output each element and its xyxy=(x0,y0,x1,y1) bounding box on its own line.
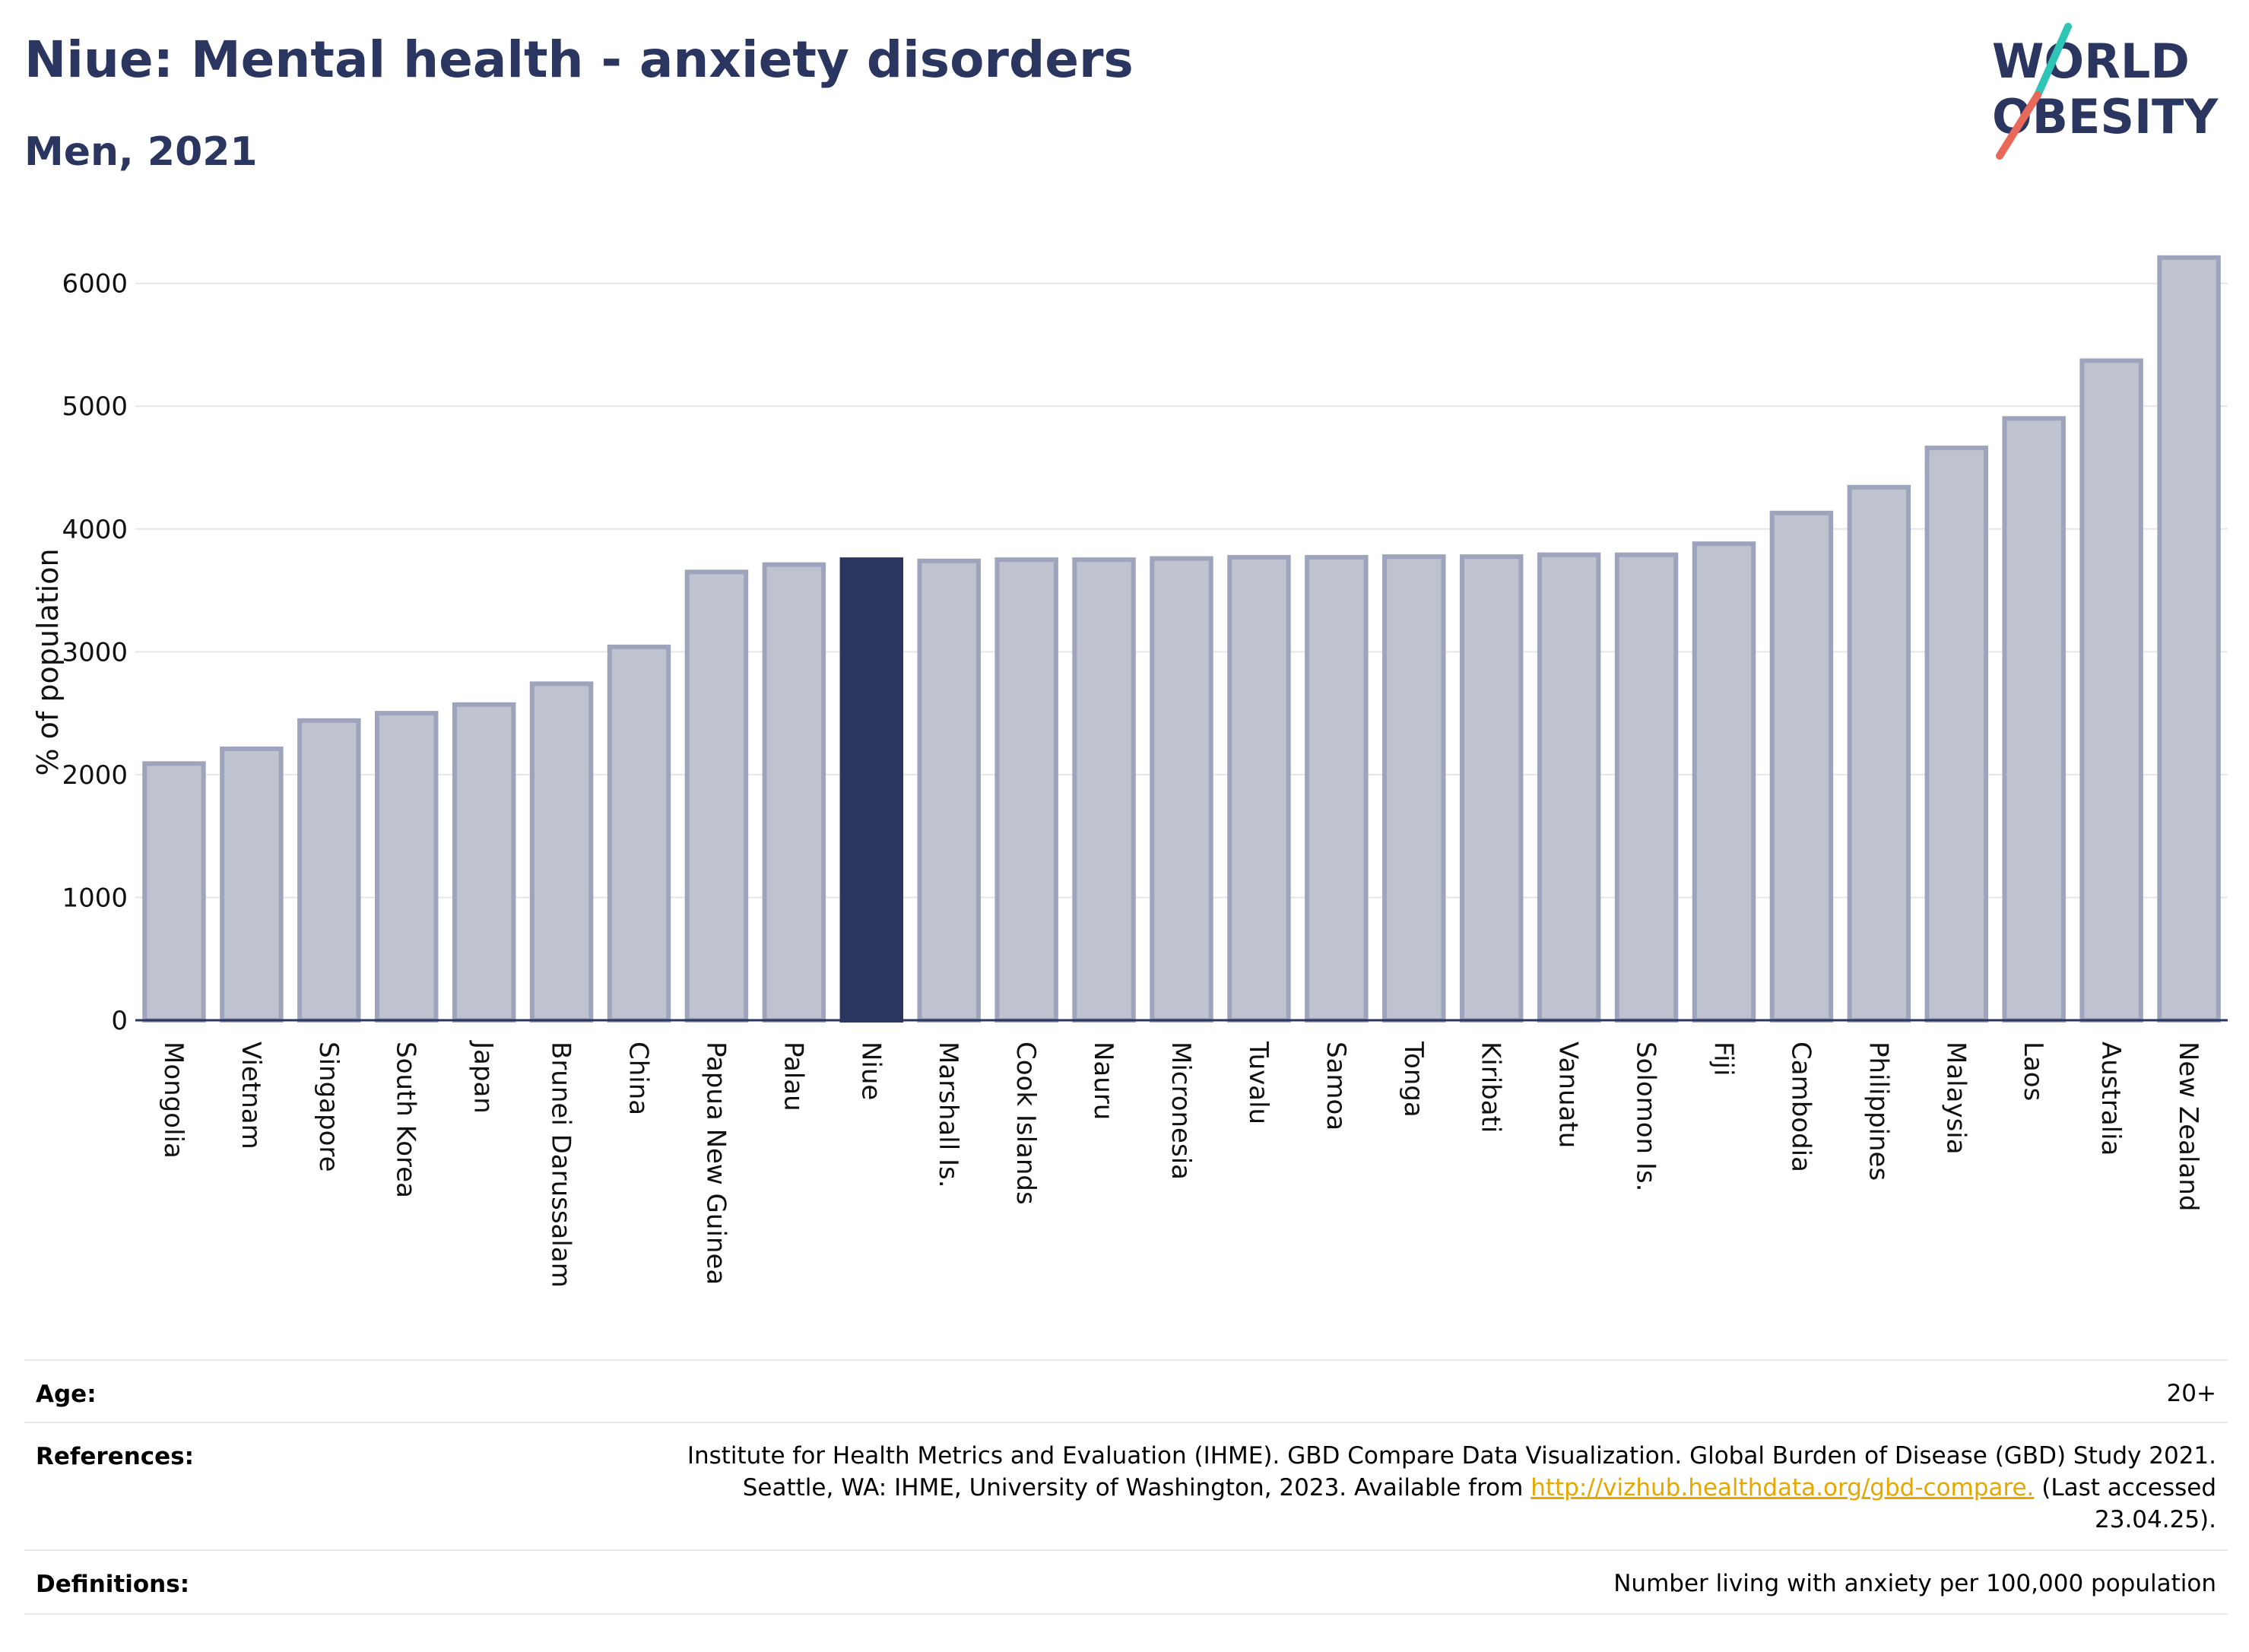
bar-tonga xyxy=(1382,554,1446,1023)
bar-papua-new-guinea xyxy=(684,569,749,1023)
bar-marshall-is- xyxy=(917,558,981,1023)
bar-niue xyxy=(839,557,904,1023)
x-tick-label: Nauru xyxy=(1088,1042,1118,1120)
y-tick-label: 3000 xyxy=(62,637,128,667)
bar-cook-islands xyxy=(994,557,1058,1023)
info-row-age: Age: 20+ xyxy=(24,1359,2228,1423)
x-tick-label: Philippines xyxy=(1863,1042,1893,1181)
bar-philippines xyxy=(1847,484,1911,1023)
x-tick-label: Malaysia xyxy=(1940,1042,1971,1155)
info-row-references: References: Institute for Health Metrics… xyxy=(24,1422,2228,1551)
x-tick-label: Mongolia xyxy=(158,1042,189,1159)
x-tick-label: Papua New Guinea xyxy=(700,1042,731,1285)
x-tick-label: Vietnam xyxy=(236,1042,266,1149)
bar-nauru xyxy=(1072,557,1136,1023)
x-tick-label: Samoa xyxy=(1321,1042,1351,1130)
bar-chart: 0 1000 2000 3000 4000 5000 6000 % of population… xyxy=(31,255,2228,1288)
chart-subtitle: Men, 2021 xyxy=(24,129,258,175)
definitions-value: Number living with anxiety per 100,000 p… xyxy=(1613,1570,2216,1597)
bar-vietnam xyxy=(220,746,284,1023)
bar-brunei-darussalam xyxy=(529,681,594,1023)
bar-laos xyxy=(2002,416,2066,1023)
bar-new-zealand xyxy=(2157,255,2221,1023)
bar-tuvalu xyxy=(1227,554,1291,1023)
references-line-2: Seattle, WA: IHME, University of Washing… xyxy=(687,1472,2216,1504)
references-label: References: xyxy=(36,1443,195,1470)
bar-kiribati xyxy=(1459,554,1524,1023)
info-row-definitions: Definitions: Number living with anxiety … xyxy=(24,1549,2228,1615)
x-tick-label: Tuvalu xyxy=(1243,1041,1274,1124)
logo-slash-coral xyxy=(1996,91,2041,160)
x-tick-label: New Zealand xyxy=(2173,1042,2203,1211)
logo-line-2: OBESITY xyxy=(1992,89,2219,144)
x-tick-label: Tonga xyxy=(1398,1041,1429,1118)
x-tick-label: Kiribati xyxy=(1476,1042,1506,1133)
y-tick-label: 5000 xyxy=(62,392,128,422)
y-tick-label: 0 xyxy=(111,1006,128,1036)
x-tick-label: Cambodia xyxy=(1785,1042,1816,1172)
x-tick-label: Australia xyxy=(2095,1042,2126,1156)
y-axis-label: % of population xyxy=(31,548,65,775)
references-text-post: (Last accessed xyxy=(2034,1474,2216,1501)
x-tick-label: Singapore xyxy=(313,1042,344,1172)
x-tick-label: Niue xyxy=(855,1042,886,1100)
references-text: Seattle, WA: IHME, University of Washing… xyxy=(742,1474,1531,1501)
x-tick-label: Cook Islands xyxy=(1010,1042,1041,1205)
logo-line-1: WORLD xyxy=(1992,33,2190,89)
bar-australia xyxy=(2079,358,2143,1023)
logo-slash-teal xyxy=(2034,23,2072,99)
x-tick-label: South Korea xyxy=(391,1042,421,1198)
references-value: Institute for Health Metrics and Evaluat… xyxy=(687,1440,2216,1536)
bar-mongolia xyxy=(142,761,206,1023)
x-tick-label: Micronesia xyxy=(1166,1042,1196,1180)
bar-samoa xyxy=(1305,554,1369,1023)
x-tick-label: Brunei Darussalam xyxy=(546,1042,576,1288)
references-line-1: Institute for Health Metrics and Evaluat… xyxy=(687,1442,2216,1470)
x-tick-label: Solomon Is. xyxy=(1631,1042,1661,1191)
x-tick-label: Fiji xyxy=(1708,1042,1738,1076)
world-obesity-logo: WORLD OBESITY xyxy=(1992,23,2219,160)
bar-solomon-is- xyxy=(1614,552,1679,1023)
bar-japan xyxy=(452,702,516,1023)
age-label: Age: xyxy=(36,1381,97,1408)
bar-micronesia xyxy=(1150,556,1213,1023)
x-tick-label: Japan xyxy=(468,1040,499,1114)
bar-cambodia xyxy=(1769,510,1834,1023)
y-tick-label: 2000 xyxy=(62,760,128,791)
x-tick-label: Vanuatu xyxy=(1553,1042,1584,1148)
definitions-label: Definitions: xyxy=(36,1571,190,1598)
y-tick-label: 6000 xyxy=(62,269,128,300)
bar-china xyxy=(607,644,671,1023)
x-tick-label: Laos xyxy=(2018,1042,2048,1101)
y-tick-label: 1000 xyxy=(62,883,128,913)
x-tick-label: Palau xyxy=(778,1042,808,1111)
bar-palau xyxy=(762,562,826,1023)
chart-title: Niue: Mental health - anxiety disorders xyxy=(24,30,1134,89)
x-tick-label: Marshall Is. xyxy=(933,1042,963,1188)
references-line-3: 23.04.25). xyxy=(2095,1506,2216,1533)
bar-vanuatu xyxy=(1537,552,1601,1023)
bar-south-korea xyxy=(375,711,439,1023)
bar-fiji xyxy=(1692,541,1756,1023)
bar-malaysia xyxy=(1924,446,1988,1023)
bar-singapore xyxy=(297,718,361,1023)
y-tick-label: 4000 xyxy=(62,515,128,545)
references-link[interactable]: http://vizhub.healthdata.org/gbd-compare… xyxy=(1531,1474,2035,1501)
age-value: 20+ xyxy=(2166,1380,2216,1407)
x-tick-label: China xyxy=(623,1042,654,1115)
